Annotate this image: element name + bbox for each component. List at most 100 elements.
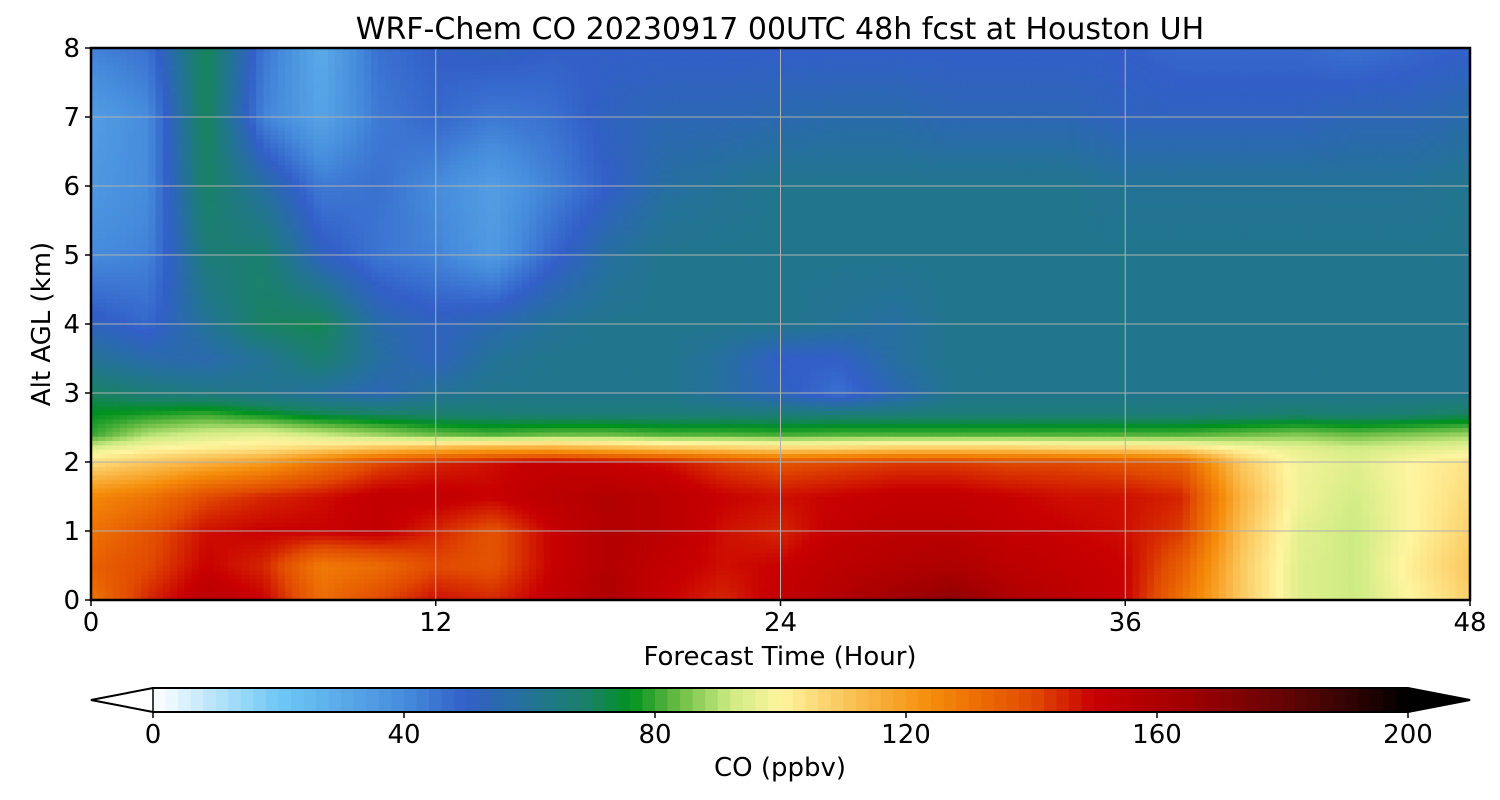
heatmap-cell bbox=[521, 487, 530, 493]
heatmap-cell bbox=[471, 531, 480, 536]
heatmap-cell bbox=[170, 492, 178, 498]
heatmap-cell bbox=[672, 595, 681, 600]
heatmap-cell bbox=[1283, 492, 1292, 498]
heatmap-cell bbox=[1347, 509, 1356, 515]
heatmap-cell bbox=[557, 535, 566, 541]
heatmap-cell bbox=[256, 487, 264, 493]
heatmap-cell bbox=[536, 526, 545, 532]
heatmap-cell bbox=[945, 513, 954, 519]
heatmap-cell bbox=[134, 561, 142, 567]
heatmap-cell bbox=[349, 505, 358, 511]
heatmap-cell bbox=[177, 548, 185, 554]
heatmap-cell bbox=[342, 591, 351, 597]
heatmap-cell bbox=[155, 518, 164, 523]
heatmap-cell bbox=[931, 543, 940, 549]
heatmap-cell bbox=[1240, 500, 1248, 506]
heatmap-cell bbox=[385, 535, 394, 541]
heatmap-cell bbox=[629, 539, 638, 545]
heatmap-cell bbox=[802, 526, 810, 532]
heatmap-cell bbox=[981, 526, 990, 532]
heatmap-cell bbox=[500, 505, 509, 511]
heatmap-cell bbox=[1096, 587, 1105, 592]
heatmap-cell bbox=[112, 496, 121, 502]
heatmap-cell bbox=[723, 543, 731, 549]
heatmap-cell bbox=[1405, 552, 1414, 558]
heatmap-cell bbox=[284, 522, 293, 528]
heatmap-cell bbox=[1125, 578, 1134, 584]
heatmap-cell bbox=[708, 552, 717, 558]
heatmap-cell bbox=[184, 518, 193, 523]
heatmap-cell bbox=[349, 513, 358, 519]
heatmap-cell bbox=[1405, 543, 1414, 549]
heatmap-cell bbox=[766, 496, 774, 502]
heatmap-cell bbox=[974, 548, 983, 554]
heatmap-cell bbox=[91, 487, 99, 493]
heatmap-cell bbox=[679, 500, 688, 506]
heatmap-cell bbox=[184, 556, 193, 562]
heatmap-cell bbox=[1103, 522, 1112, 528]
heatmap-cell bbox=[536, 535, 545, 541]
heatmap-cell bbox=[715, 578, 724, 584]
heatmap-cell bbox=[1225, 500, 1234, 506]
heatmap-cell bbox=[967, 513, 976, 519]
heatmap-cell bbox=[1268, 565, 1277, 571]
heatmap-cell bbox=[902, 569, 911, 575]
heatmap-cell bbox=[859, 548, 868, 554]
heatmap-cell bbox=[1319, 496, 1327, 502]
heatmap-cell bbox=[1024, 578, 1033, 584]
heatmap-cell bbox=[486, 496, 494, 502]
heatmap-cell bbox=[349, 587, 358, 592]
heatmap-cell bbox=[170, 587, 178, 592]
heatmap-cell bbox=[1455, 535, 1464, 541]
heatmap-cell bbox=[600, 526, 609, 532]
heatmap-cell bbox=[155, 595, 164, 600]
heatmap-cell bbox=[1247, 526, 1256, 532]
heatmap-cell bbox=[478, 569, 487, 575]
heatmap-cell bbox=[751, 522, 760, 528]
heatmap-cell bbox=[737, 500, 746, 506]
heatmap-cell bbox=[931, 496, 940, 502]
heatmap-cell bbox=[1197, 492, 1205, 498]
heatmap-cell bbox=[1103, 487, 1112, 493]
heatmap-cell bbox=[658, 509, 667, 515]
heatmap-cell bbox=[478, 587, 487, 592]
heatmap-cell bbox=[220, 552, 229, 558]
heatmap-cell bbox=[126, 496, 135, 502]
heatmap-cell bbox=[1010, 509, 1019, 515]
heatmap-cell bbox=[995, 595, 1004, 600]
heatmap-cell bbox=[931, 587, 940, 592]
heatmap-cell bbox=[916, 574, 925, 580]
heatmap-cell bbox=[557, 582, 566, 588]
heatmap-cell bbox=[421, 561, 430, 567]
heatmap-cell bbox=[478, 526, 487, 532]
heatmap-cell bbox=[292, 595, 300, 600]
heatmap-cell bbox=[284, 556, 293, 562]
heatmap-cell bbox=[450, 531, 458, 536]
heatmap-cell bbox=[126, 487, 135, 493]
heatmap-cell bbox=[514, 518, 523, 523]
heatmap-cell bbox=[1125, 522, 1134, 528]
heatmap-cell bbox=[471, 565, 480, 571]
heatmap-cell bbox=[1096, 582, 1105, 588]
heatmap-cell bbox=[1189, 539, 1198, 545]
heatmap-cell bbox=[780, 591, 789, 597]
heatmap-cell bbox=[751, 535, 760, 541]
heatmap-cell bbox=[328, 556, 336, 562]
heatmap-cell bbox=[1268, 569, 1277, 575]
heatmap-cell bbox=[119, 582, 128, 588]
heatmap-cell bbox=[859, 531, 868, 536]
heatmap-cell bbox=[1232, 574, 1241, 580]
heatmap-cell bbox=[507, 591, 516, 597]
heatmap-cell bbox=[622, 569, 631, 575]
heatmap-cell bbox=[823, 509, 832, 515]
heatmap-cell bbox=[335, 543, 343, 549]
heatmap-cell bbox=[593, 500, 602, 506]
heatmap-cell bbox=[1197, 535, 1205, 541]
heatmap-cell bbox=[1326, 556, 1335, 562]
heatmap-cell bbox=[392, 522, 401, 528]
heatmap-cell bbox=[1125, 496, 1134, 502]
heatmap-cell bbox=[945, 552, 954, 558]
heatmap-cell bbox=[995, 535, 1004, 541]
heatmap-cell bbox=[1362, 531, 1371, 536]
heatmap-cell bbox=[428, 500, 437, 506]
